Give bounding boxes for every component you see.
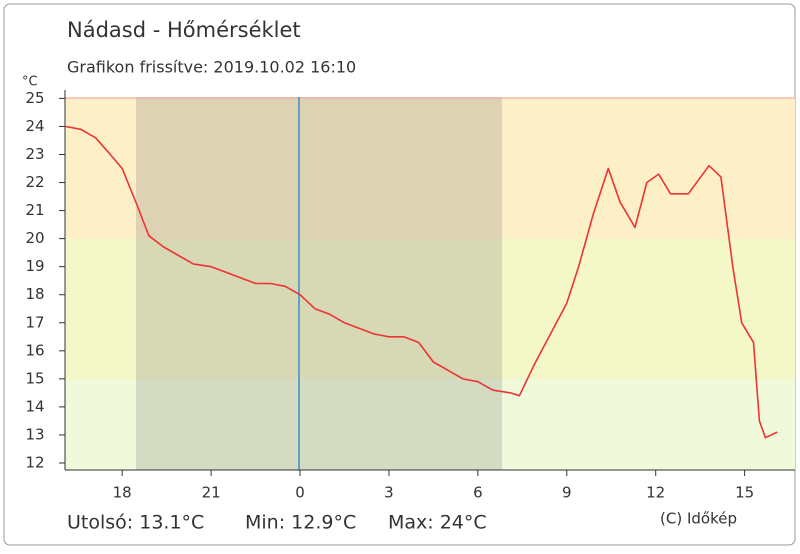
y-tick-label: 23 xyxy=(25,145,44,163)
x-tick-label: 0 xyxy=(295,484,305,502)
night-shade xyxy=(136,97,502,470)
y-tick-label: 24 xyxy=(25,117,44,135)
y-tick-label: 22 xyxy=(25,173,44,191)
y-tick-label: 15 xyxy=(25,369,44,387)
x-tick-label: 3 xyxy=(384,484,394,502)
x-tick-label: 12 xyxy=(646,484,665,502)
mild-band xyxy=(65,239,795,379)
credit: (C) Időkép xyxy=(660,510,737,528)
x-tick-label: 6 xyxy=(473,484,483,502)
subtitle: Grafikon frissítve: 2019.10.02 16:10 xyxy=(67,58,356,77)
last-value: Utolsó: 13.1°C xyxy=(67,512,204,534)
warm-band xyxy=(65,97,795,239)
y-tick-label: 25 xyxy=(25,89,44,107)
temperature-line xyxy=(64,125,778,439)
min-value: Min: 12.9°C xyxy=(245,512,356,534)
y-tick-label: 21 xyxy=(25,201,44,219)
cool-band xyxy=(65,379,795,470)
y-tick-label: 18 xyxy=(25,285,44,303)
x-tick-label: 9 xyxy=(562,484,572,502)
x-tick-label: 21 xyxy=(202,484,221,502)
y-tick-label: 16 xyxy=(25,341,44,359)
y-tick-label: 20 xyxy=(25,229,44,247)
x-tick-label: 15 xyxy=(735,484,754,502)
y-tick-label: 14 xyxy=(25,397,44,415)
y-unit: °C xyxy=(22,75,38,90)
x-tick-label: 18 xyxy=(113,484,132,502)
title: Nádasd - Hőmérséklet xyxy=(67,18,301,42)
y-tick-label: 17 xyxy=(25,313,44,331)
max-value: Max: 24°C xyxy=(388,512,487,534)
y-tick-label: 12 xyxy=(25,453,44,471)
y-tick-label: 13 xyxy=(25,425,44,443)
y-tick-label: 19 xyxy=(25,257,44,275)
